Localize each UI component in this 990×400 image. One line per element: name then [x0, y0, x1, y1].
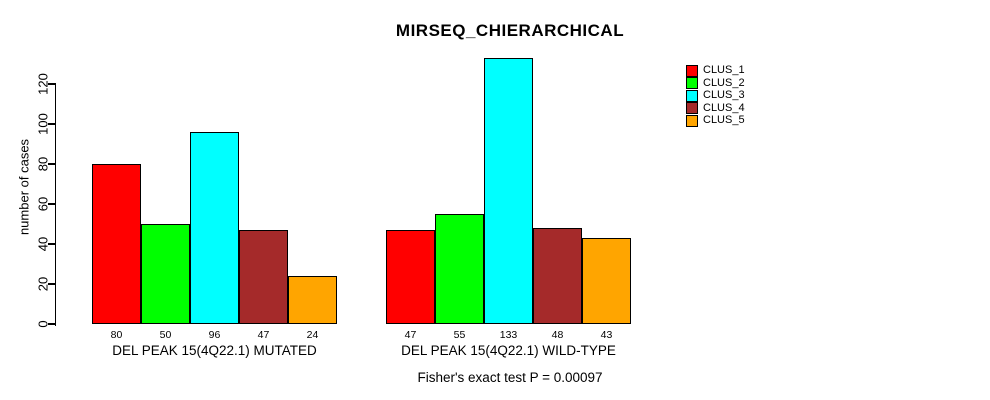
bar-value-label: 80 [110, 329, 123, 341]
bar-value-label: 133 [499, 329, 518, 341]
bar-value-label: 50 [159, 329, 172, 341]
legend-swatch [686, 102, 698, 115]
y-tick [48, 283, 56, 285]
y-tick [48, 203, 56, 205]
legend-label: CLUS_4 [703, 101, 745, 114]
legend-swatch [686, 77, 698, 90]
legend-label: CLUS_2 [703, 76, 745, 89]
y-tick-label: 60 [35, 196, 51, 212]
legend-swatch [686, 114, 698, 127]
y-tick-label: 100 [35, 113, 51, 135]
bar-clus_5 [288, 276, 337, 324]
legend-item: CLUS_4 [686, 102, 806, 115]
bar-value-label: 96 [208, 329, 221, 341]
y-tick-label: 120 [35, 73, 51, 95]
legend-label: CLUS_5 [703, 114, 745, 127]
legend-swatch [686, 89, 698, 102]
bar-clus_1 [92, 164, 141, 324]
y-tick [48, 83, 56, 85]
bar-value-label: 48 [551, 329, 564, 341]
legend: CLUS_1 CLUS_2 CLUS_3 CLUS_4 CLUS_5 [686, 64, 806, 130]
chart-title: MIRSEQ_CHIERARCHICAL [395, 21, 625, 40]
legend-label: CLUS_1 [703, 64, 745, 76]
legend-item: CLUS_3 [686, 89, 806, 102]
legend-item: CLUS_1 [686, 64, 806, 77]
y-tick [48, 123, 56, 125]
bar-clus_2 [435, 214, 484, 324]
bar-clus_1 [386, 230, 435, 324]
y-tick-label: 0 [35, 320, 51, 328]
bar-clus_5 [582, 238, 631, 324]
y-axis-line [54, 84, 56, 326]
legend-swatch [686, 64, 698, 77]
bar-clus_2 [141, 224, 190, 324]
legend-item: CLUS_5 [686, 114, 806, 127]
legend-item: CLUS_2 [686, 77, 806, 90]
bar-value-label: 24 [306, 329, 319, 341]
y-tick [48, 163, 56, 165]
y-tick-label: 40 [35, 236, 51, 252]
y-tick [48, 243, 56, 245]
group-label: DEL PEAK 15(4Q22.1) MUTATED [112, 343, 317, 358]
y-tick-label: 20 [35, 276, 51, 292]
bar-clus_3 [484, 58, 533, 324]
y-tick-label: 80 [35, 156, 51, 172]
bar-value-label: 47 [257, 329, 270, 341]
legend-label: CLUS_3 [703, 89, 745, 102]
bar-value-label: 47 [404, 329, 417, 341]
bar-clus_3 [190, 132, 239, 324]
group-label: DEL PEAK 15(4Q22.1) WILD-TYPE [401, 343, 616, 358]
bar-clus_4 [533, 228, 582, 324]
y-tick [48, 323, 56, 325]
fisher-test-note: Fisher's exact test P = 0.00097 [417, 370, 603, 385]
bar-value-label: 55 [453, 329, 466, 341]
bar-clus_4 [239, 230, 288, 324]
bar-value-label: 43 [600, 329, 613, 341]
